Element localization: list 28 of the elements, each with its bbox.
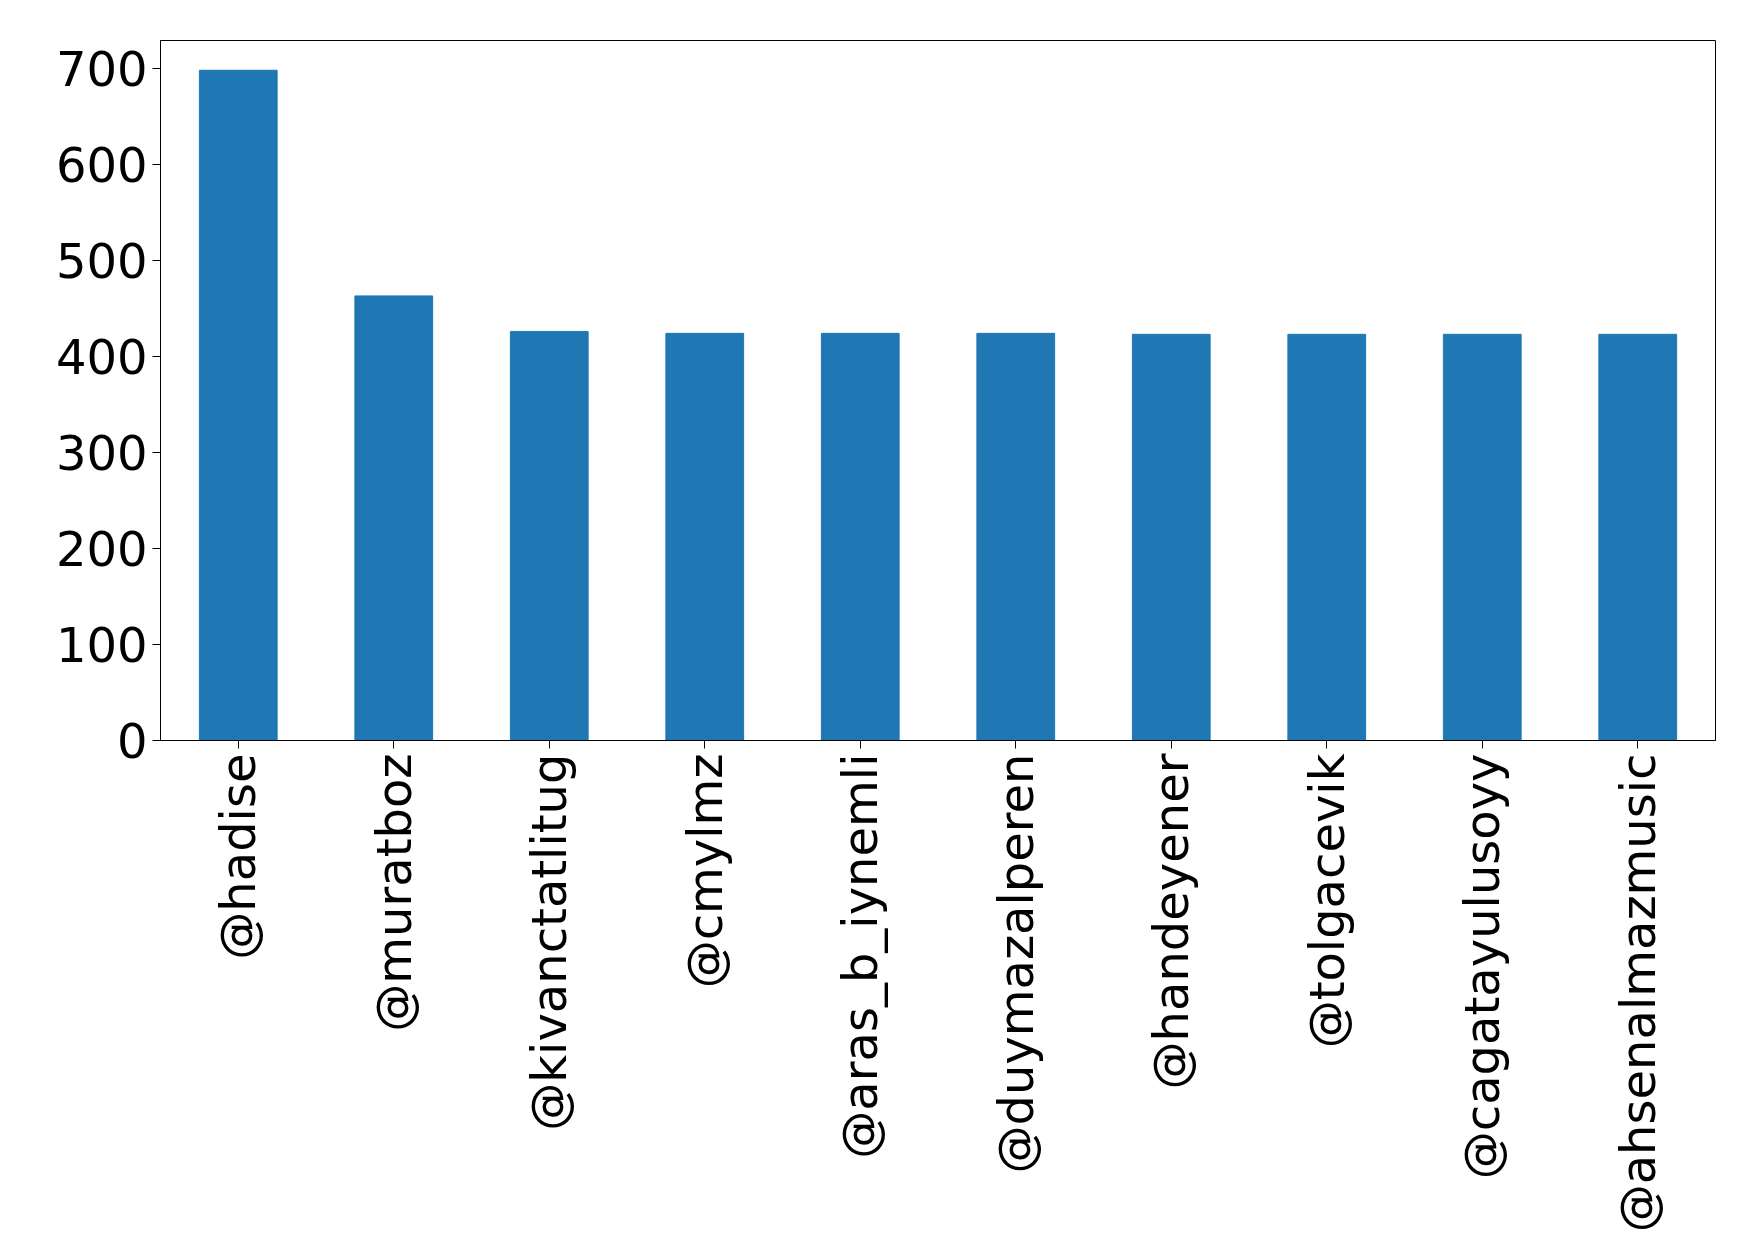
y-tick-label: 600 <box>55 136 148 193</box>
y-tick-label: 0 <box>116 713 148 769</box>
y-tick-label: 500 <box>55 232 148 289</box>
x-tick-label: @cmylmz <box>676 753 733 989</box>
x-tick-label: @muratboz <box>365 753 422 1032</box>
x-tick-label: @hadise <box>210 753 267 960</box>
x-tick-label: @handeyener <box>1143 753 1200 1090</box>
bar <box>354 295 434 741</box>
y-tick-label: 400 <box>55 328 148 385</box>
x-tick-label: @kivanctatlitug <box>521 753 578 1131</box>
x-tick-label: @aras_b_iynemli <box>832 753 889 1159</box>
bar <box>976 332 1056 741</box>
bar <box>1131 333 1211 741</box>
y-tick-label: 300 <box>55 424 148 481</box>
bar <box>820 332 900 741</box>
y-tick-label: 100 <box>55 616 148 673</box>
bar <box>198 69 278 741</box>
bar <box>1598 333 1678 741</box>
bar <box>509 330 589 741</box>
y-tick-label: 200 <box>55 520 148 577</box>
x-tick-label: @cagatayulusoyy <box>1454 753 1511 1180</box>
bar <box>1287 333 1367 741</box>
x-tick-label: @ahsenalmazmusic <box>1609 753 1666 1233</box>
bar <box>665 332 745 741</box>
y-tick-label: 700 <box>55 40 148 97</box>
x-tick-label: @tolgacevik <box>1298 753 1355 1049</box>
bar <box>1442 333 1522 741</box>
x-tick-label: @duymazalperen <box>987 753 1044 1174</box>
